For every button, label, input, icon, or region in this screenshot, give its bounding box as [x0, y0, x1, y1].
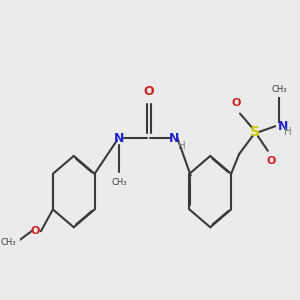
- Text: O: O: [232, 98, 241, 108]
- Text: CH₃: CH₃: [112, 178, 127, 187]
- Text: CH₃: CH₃: [1, 238, 16, 247]
- Text: S: S: [250, 125, 260, 139]
- Text: N: N: [114, 132, 124, 145]
- Text: H: H: [178, 141, 186, 151]
- Text: O: O: [267, 156, 276, 166]
- Text: N: N: [278, 120, 288, 133]
- Text: O: O: [30, 226, 40, 236]
- Text: CH₃: CH₃: [272, 85, 287, 94]
- Text: H: H: [284, 127, 292, 137]
- Text: O: O: [144, 85, 154, 98]
- Text: N: N: [169, 132, 179, 145]
